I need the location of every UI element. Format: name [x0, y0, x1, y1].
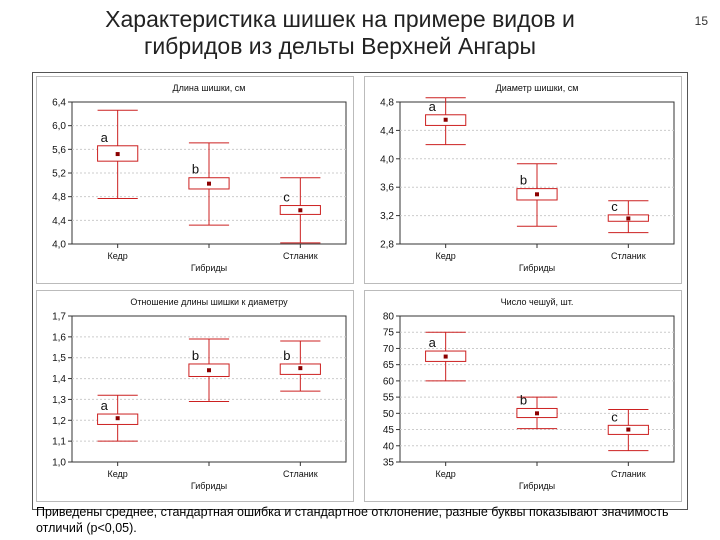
significance-letter: c — [611, 199, 618, 214]
series-box-1: a — [425, 97, 467, 146]
panel-background — [364, 76, 682, 284]
mean-marker — [535, 192, 539, 197]
y-tick-label: 6,0 — [52, 121, 66, 132]
series-box-2: b — [188, 338, 230, 403]
series-box-1: a — [425, 331, 467, 382]
x-tick-label: Кедр — [436, 251, 456, 261]
panel-background — [36, 290, 354, 502]
x-tick-label: Гибриды — [191, 263, 227, 273]
y-tick-label: 65 — [383, 360, 395, 371]
significance-letter: b — [192, 162, 199, 177]
y-tick-label: 1,7 — [52, 312, 66, 323]
x-tick-label: Кедр — [108, 469, 128, 479]
series-box-1: a — [97, 394, 139, 442]
significance-letter: b — [520, 173, 527, 188]
y-tick-label: 1,0 — [52, 458, 66, 469]
x-tick-label: Гибриды — [191, 481, 227, 491]
y-tick-label: 1,2 — [52, 416, 66, 427]
y-tick-label: 3,6 — [380, 183, 394, 194]
y-tick-label: 80 — [383, 312, 395, 323]
mean-marker — [626, 427, 631, 432]
mean-marker — [626, 216, 631, 221]
series-box-2: b — [516, 163, 558, 227]
series-box-1: a — [97, 109, 139, 199]
y-tick-label: 1,6 — [52, 332, 66, 343]
y-tick-label: 4,8 — [52, 192, 66, 203]
y-tick-label: 55 — [383, 393, 395, 404]
significance-letter: a — [101, 130, 109, 145]
mean-marker — [207, 368, 211, 373]
x-tick-label: Стланик — [611, 469, 646, 479]
y-tick-label: 75 — [383, 328, 395, 339]
significance-letter: c — [283, 190, 290, 205]
y-tick-label: 5,2 — [52, 169, 66, 180]
mean-marker — [443, 354, 448, 359]
y-tick-label: 70 — [383, 344, 395, 355]
significance-letter: b — [192, 348, 199, 363]
significance-letter: c — [611, 409, 618, 424]
series-box-3: c — [607, 408, 649, 452]
y-tick-label: 4,4 — [52, 216, 66, 227]
y-tick-label: 1,5 — [52, 353, 66, 364]
mean-marker — [443, 117, 448, 122]
panel-background — [364, 290, 682, 502]
chart-title: Длина шишки, см — [173, 83, 246, 93]
x-tick-label: Кедр — [108, 251, 128, 261]
y-tick-label: 35 — [383, 458, 395, 469]
mean-marker — [298, 366, 303, 371]
chart-cone-length: Длина шишки, см 4,0 4,4 4,8 5,2 5,6 6,0 6,4 a Кед… — [36, 76, 354, 284]
y-tick-label: 6,4 — [52, 98, 66, 109]
y-tick-label: 1,1 — [52, 437, 66, 448]
significance-letter: a — [429, 335, 437, 350]
mean-marker — [535, 411, 539, 416]
y-tick-label: 3,2 — [380, 211, 394, 222]
page-number: 15 — [694, 14, 708, 28]
slide-title: Характеристика шишек на примере видов и … — [60, 6, 620, 60]
y-tick-label: 45 — [383, 425, 395, 436]
y-tick-label: 50 — [383, 409, 395, 420]
mean-marker — [115, 416, 120, 421]
y-tick-label: 1,4 — [52, 374, 66, 385]
slide-title-line-1: Характеристика шишек на примере видов и — [105, 6, 575, 32]
x-tick-label: Гибриды — [519, 263, 555, 273]
series-box-3: b — [279, 340, 321, 392]
y-tick-label: 5,6 — [52, 145, 66, 156]
series-box-3: c — [607, 199, 649, 234]
chart-title: Диаметр шишки, см — [496, 83, 579, 93]
significance-letter: a — [429, 99, 437, 114]
x-tick-label: Гибриды — [519, 481, 555, 491]
chart-length-diameter-ratio: Отношение длины шишки к диаметру 1,0 1,1 1,… — [36, 290, 354, 502]
x-tick-label: Стланик — [611, 251, 646, 261]
x-tick-label: Стланик — [283, 251, 318, 261]
y-tick-label: 40 — [383, 441, 395, 452]
y-tick-label: 4,0 — [380, 154, 394, 165]
chart-cone-diameter: Диаметр шишки, см 2,8 3,2 3,6 4,0 4,4 4,8 a Кедр… — [364, 76, 682, 284]
mean-marker — [115, 152, 120, 157]
y-tick-label: 4,8 — [380, 98, 394, 109]
y-tick-label: 60 — [383, 376, 395, 387]
significance-letter: b — [283, 348, 290, 363]
y-tick-label: 1,3 — [52, 395, 66, 406]
chart-scale-count: Число чешуй, шт. 35 40 45 50 55 60 65 70 75 80 a Кед… — [364, 290, 682, 502]
significance-letter: b — [520, 392, 527, 407]
chart-title: Число чешуй, шт. — [501, 297, 574, 307]
significance-letter: a — [101, 398, 109, 413]
series-box-2: b — [516, 392, 558, 430]
chart-title: Отношение длины шишки к диаметру — [130, 297, 288, 307]
series-box-3: c — [279, 177, 321, 244]
series-box-2: b — [188, 142, 230, 226]
y-tick-label: 2,8 — [380, 240, 394, 251]
mean-marker — [207, 181, 211, 186]
x-tick-label: Кедр — [436, 469, 456, 479]
slide-title-line-2: гибридов из дельты Верхней Ангары — [143, 33, 537, 59]
mean-marker — [298, 208, 303, 213]
y-tick-label: 4,0 — [52, 240, 66, 251]
x-tick-label: Стланик — [283, 469, 318, 479]
y-tick-label: 4,4 — [380, 126, 394, 137]
figure-caption: Приведены среднее, стандартная ошибка и … — [36, 505, 669, 535]
